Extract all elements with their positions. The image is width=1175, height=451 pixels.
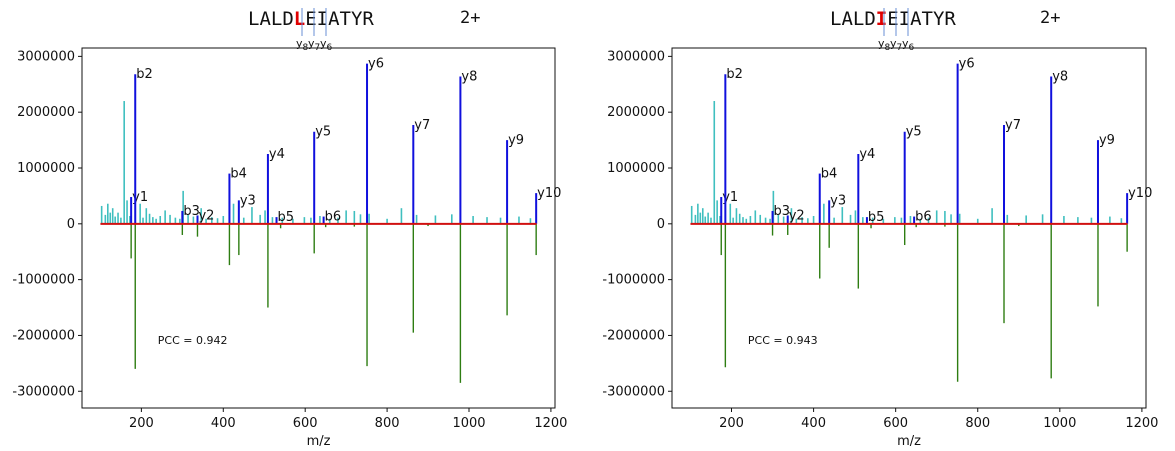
y-tick-label: 3000000: [607, 49, 665, 64]
x-tick-label: 800: [965, 416, 990, 431]
fragment-mark-label: y6: [320, 37, 333, 53]
x-tick-label: 400: [211, 416, 236, 431]
peptide-sequence: LALDIEIATYR: [830, 8, 956, 30]
fragment-mark-label: y7: [308, 37, 320, 53]
peak-label-y4: y4: [859, 147, 875, 162]
peak-label-y3: y3: [830, 193, 846, 208]
peak-label-b6: b6: [915, 210, 932, 225]
peak-label-b3: b3: [183, 204, 200, 219]
x-tick-label: 800: [375, 416, 400, 431]
peak-label-y9: y9: [1099, 133, 1115, 148]
peak-label-y8: y8: [461, 69, 477, 84]
y-tick-label: -1000000: [602, 273, 665, 288]
fragment-mark-letter: y: [320, 37, 327, 50]
peptide-highlight-residue: I: [876, 8, 887, 30]
fragment-mark-label: y8: [296, 37, 309, 53]
peak-label-y3: y3: [240, 193, 256, 208]
fragment-mark-label: y7: [890, 37, 902, 53]
y-tick-label: -1000000: [12, 273, 75, 288]
y-tick-label: 0: [657, 217, 665, 232]
fragment-mark-letter: y: [308, 37, 315, 50]
peak-label-b2: b2: [726, 67, 743, 82]
fragment-mark-letter: y: [296, 37, 303, 50]
x-tick-label: 400: [801, 416, 826, 431]
peak-label-y6: y6: [368, 57, 384, 72]
peak-label-y4: y4: [269, 147, 285, 162]
peak-label-y6: y6: [959, 57, 975, 72]
y-tick-label: -2000000: [602, 328, 665, 343]
x-axis-label: m/z: [307, 434, 331, 449]
peak-label-y7: y7: [414, 118, 430, 133]
peak-label-b5: b5: [868, 210, 885, 225]
y-tick-label: -3000000: [12, 384, 75, 399]
peptide-prefix: LALD: [248, 8, 294, 30]
fragment-mark-letter: y: [890, 37, 897, 50]
peptide-prefix: LALD: [830, 8, 876, 30]
peak-label-y2: y2: [198, 208, 214, 223]
x-tick-label: 200: [719, 416, 744, 431]
spectrum-panel-right: LALDIEIATYR 2+y8 y7 y6300000020000001000000…: [602, 8, 1158, 449]
plot-frame: [81, 47, 556, 409]
y-tick-label: 3000000: [17, 49, 75, 64]
x-tick-label: 1200: [1125, 416, 1158, 431]
peak-label-y2: y2: [789, 208, 805, 223]
fragment-mark-letter: y: [902, 37, 909, 50]
peak-label-y5: y5: [906, 125, 922, 140]
y-tick-label: 2000000: [607, 105, 665, 120]
x-tick-label: 1000: [1043, 416, 1076, 431]
peak-label-y10: y10: [1128, 186, 1152, 201]
y-tick-label: 1000000: [17, 161, 75, 176]
peak-label-y7: y7: [1005, 118, 1021, 133]
fragment-mark-label: y6: [902, 37, 915, 53]
y-tick-label: -2000000: [12, 328, 75, 343]
x-axis-label: m/z: [897, 434, 921, 449]
peptide-suffix: EIATYR: [887, 8, 956, 30]
peak-label-y8: y8: [1052, 69, 1068, 84]
peptide-suffix: EIATYR: [305, 8, 374, 30]
spectrum-panel-left: LALDLEIATYR 2+y8 y7 y6300000020000001000000…: [12, 8, 567, 449]
peak-label-y9: y9: [508, 133, 524, 148]
pcc-annotation: PCC = 0.943: [748, 334, 818, 347]
x-tick-label: 1200: [534, 416, 567, 431]
charge-state: 2+: [460, 8, 480, 28]
fragment-mark-label: y8: [878, 37, 891, 53]
peptide-highlight-residue: L: [294, 8, 305, 30]
y-tick-label: 2000000: [17, 105, 75, 120]
peak-label-b3: b3: [774, 204, 791, 219]
charge-state: 2+: [1040, 8, 1060, 28]
x-tick-label: 600: [293, 416, 318, 431]
fragment-mark-letter: y: [878, 37, 885, 50]
x-tick-label: 1000: [452, 416, 485, 431]
y-tick-label: -3000000: [602, 384, 665, 399]
x-tick-label: 200: [129, 416, 154, 431]
peak-label-b2: b2: [136, 67, 153, 82]
plot-frame: [671, 47, 1147, 409]
peak-label-b4: b4: [230, 167, 247, 182]
peptide-sequence: LALDLEIATYR: [248, 8, 374, 30]
peak-label-b6: b6: [325, 210, 342, 225]
peak-label-y5: y5: [315, 125, 331, 140]
y-tick-label: 1000000: [607, 161, 665, 176]
x-tick-label: 600: [883, 416, 908, 431]
peak-label-b5: b5: [278, 210, 295, 225]
peak-label-b4: b4: [821, 167, 838, 182]
peak-label-y10: y10: [537, 186, 561, 201]
pcc-annotation: PCC = 0.942: [158, 334, 228, 347]
y-tick-label: 0: [67, 217, 75, 232]
